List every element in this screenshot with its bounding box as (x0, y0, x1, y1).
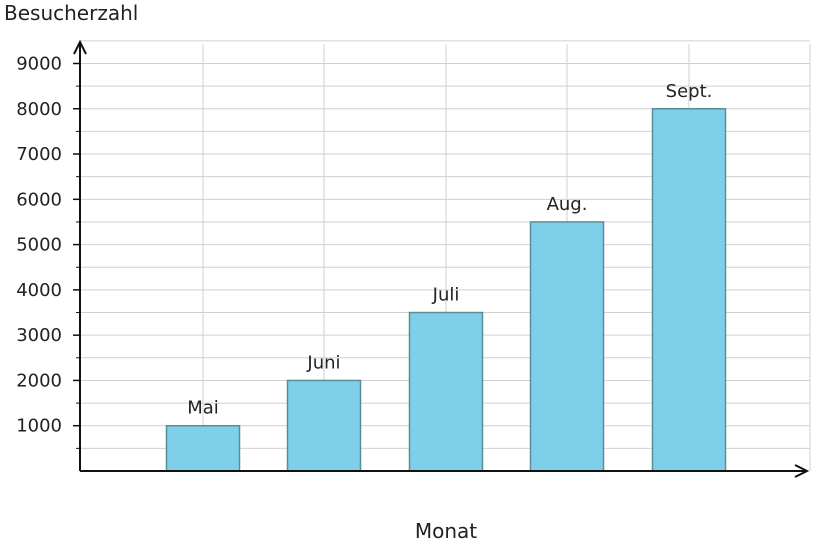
y-axis-title: Besucherzahl (4, 1, 138, 25)
y-tick-label: 9000 (16, 53, 62, 74)
bar (651, 108, 727, 472)
y-tick-label: 6000 (16, 189, 62, 210)
y-ticks: 1000 2000 3000 4000 5000 6000 7000 8000 9000 (16, 53, 80, 449)
bar-label: Juni (306, 352, 340, 373)
bar (286, 379, 362, 472)
y-tick-label: 2000 (16, 370, 62, 391)
bar (529, 221, 605, 472)
y-tick-label: 8000 (16, 99, 62, 120)
y-tick-label: 7000 (16, 144, 62, 165)
bar-label: Sept. (666, 81, 713, 102)
y-tick-label: 4000 (16, 280, 62, 301)
bar (165, 424, 241, 472)
x-axis-title: Monat (415, 519, 477, 543)
y-tick-label: 1000 (16, 416, 62, 437)
x-axis-arrow-icon (794, 464, 810, 478)
bar-labels: Mai Juni Juli Aug. Sept. (187, 81, 712, 419)
bar-label: Aug. (547, 194, 588, 215)
bar-label: Juli (432, 285, 460, 306)
bar-label: Mai (187, 398, 219, 419)
y-tick-label: 5000 (16, 235, 62, 256)
bar (408, 311, 484, 472)
y-axis-arrow-icon (73, 39, 87, 55)
axes (73, 39, 810, 478)
y-tick-label: 3000 (16, 325, 62, 346)
